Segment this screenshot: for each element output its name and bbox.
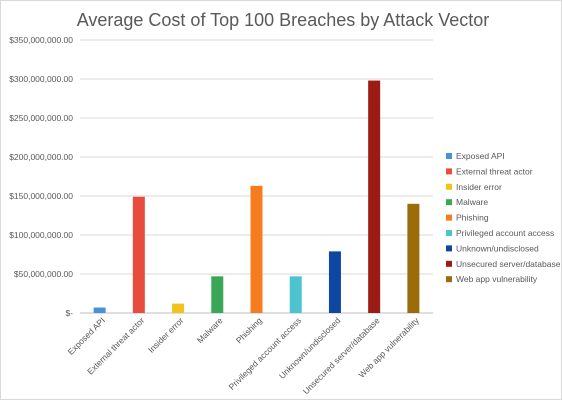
legend-swatch	[446, 245, 452, 252]
legend-swatch	[446, 153, 452, 159]
legend-swatch	[446, 214, 452, 221]
y-tick-label: $-	[65, 308, 73, 318]
legend-label: Phishing	[456, 213, 489, 223]
bar	[328, 251, 341, 313]
legend: Exposed API External threat actor Insider …	[446, 151, 561, 284]
x-tick-label: Phishing	[234, 315, 264, 345]
legend-swatch	[446, 183, 452, 190]
legend-swatch	[446, 260, 452, 267]
y-tick-label: $250,000,000.00	[9, 113, 73, 123]
bar	[250, 185, 263, 313]
legend-label: Exposed API	[456, 151, 505, 161]
legend-swatch	[446, 276, 452, 283]
bar	[172, 303, 185, 313]
bar	[368, 80, 381, 313]
y-axis-tick-labels: $- $50,000,000.00 $100,000,000.00 $150,000,…	[9, 35, 73, 318]
y-tick-label: $300,000,000.00	[9, 74, 73, 84]
x-tick-label: Unsecured server/database	[301, 315, 382, 396]
legend-label: Unknown/undisclosed	[456, 243, 539, 253]
y-tick-label: $100,000,000.00	[9, 230, 73, 240]
bar	[93, 307, 106, 313]
bar	[132, 196, 145, 313]
y-tick-label: $50,000,000.00	[14, 269, 73, 279]
legend-swatch	[446, 230, 452, 236]
x-tick-label: Insider error	[146, 315, 186, 355]
x-tick-label: Exposed API	[66, 315, 107, 356]
y-tick-label: $350,000,000.00	[9, 35, 73, 45]
x-tick-label: Privileged account access	[227, 315, 304, 392]
y-tick-label: $150,000,000.00	[9, 191, 73, 201]
legend-label: Insider error	[456, 182, 502, 192]
legend-label: Malware	[456, 197, 488, 207]
bar	[407, 203, 420, 313]
legend-label: Web app vulnerability	[456, 274, 538, 284]
bar	[289, 276, 302, 313]
x-tick-label: Malware	[195, 315, 225, 345]
bars	[93, 80, 420, 313]
chart-title: Average Cost of Top 100 Breaches by Atta…	[77, 10, 490, 30]
y-tick-label: $200,000,000.00	[9, 152, 73, 162]
legend-swatch	[446, 199, 452, 206]
bar	[211, 276, 224, 313]
legend-label: Privileged account access	[456, 228, 554, 238]
legend-label: Unsecured server/database	[456, 259, 561, 269]
legend-swatch	[446, 168, 452, 175]
legend-label: External threat actor	[456, 166, 533, 176]
